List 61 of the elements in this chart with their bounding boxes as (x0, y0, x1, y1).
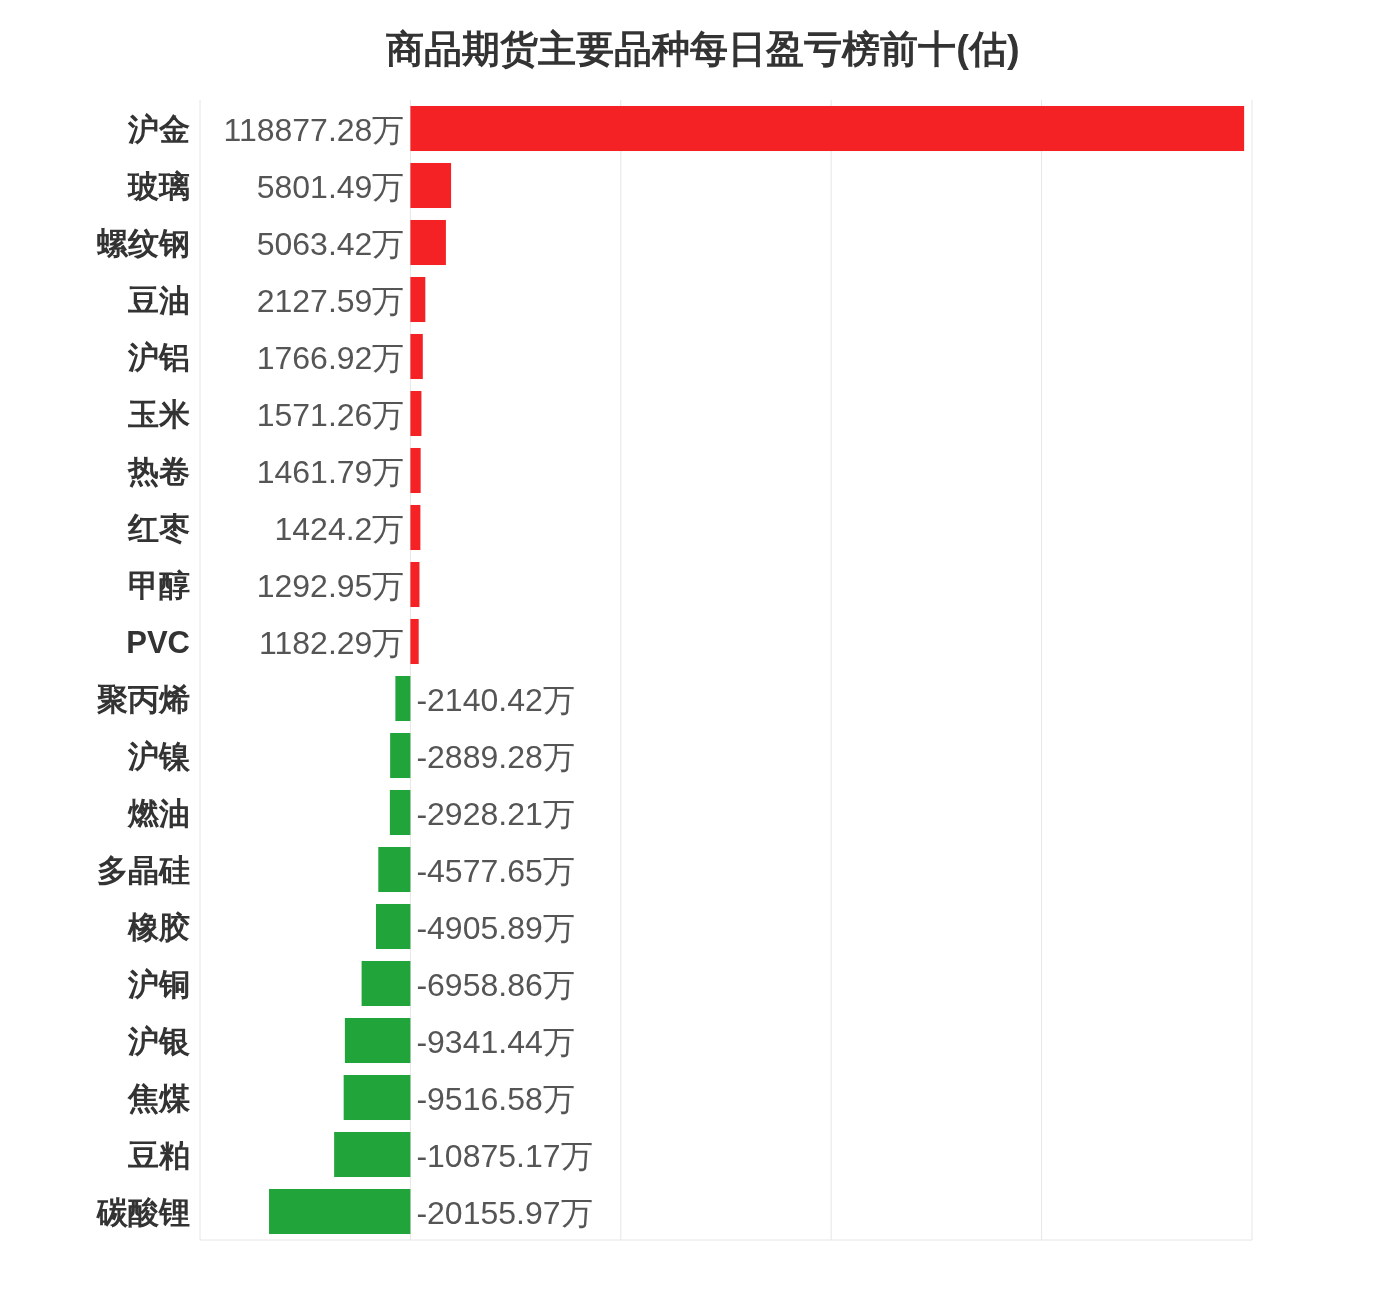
y-tick-label: 豆粕 (127, 1137, 190, 1173)
bar (410, 390, 422, 437)
data-label: 1424.2万 (274, 510, 405, 547)
y-tick-label: 玉米 (127, 396, 190, 432)
y-tick-label: 焦煤 (127, 1080, 190, 1116)
data-label: -2889.28万 (416, 738, 575, 775)
y-tick-label: 沪铝 (127, 339, 190, 375)
bar (410, 162, 452, 209)
bar (375, 903, 411, 950)
bar (410, 276, 426, 323)
y-tick-label: 螺纹钢 (96, 225, 190, 261)
y-tick-label: 沪镍 (127, 738, 191, 774)
bar (343, 1074, 411, 1121)
y-tick-label: 沪金 (127, 111, 190, 147)
data-label: 118877.28万 (223, 111, 405, 148)
y-tick-label: 橡胶 (127, 909, 190, 945)
bar (378, 846, 411, 893)
bar (389, 789, 411, 836)
data-label: -9516.58万 (416, 1080, 575, 1117)
y-tick-label: 碳酸锂 (96, 1194, 190, 1230)
data-label: -4577.65万 (416, 852, 575, 889)
data-label: -9341.44万 (416, 1023, 575, 1060)
y-tick-label: 豆油 (127, 282, 190, 318)
y-tick-label: 玻璃 (127, 168, 190, 204)
bar (410, 447, 421, 494)
data-label: 1766.92万 (256, 339, 405, 376)
data-label: 1182.29万 (259, 624, 405, 661)
y-tick-label: 沪银 (127, 1023, 190, 1059)
data-label: 2127.59万 (256, 282, 405, 319)
data-label: 5063.42万 (256, 225, 405, 262)
bar (410, 561, 420, 608)
data-label: -4905.89万 (416, 909, 575, 946)
y-tick-label: 燃油 (127, 795, 190, 831)
data-label: -2928.21万 (416, 795, 575, 832)
bar (410, 504, 421, 551)
bar (344, 1017, 411, 1064)
data-label: 1571.26万 (256, 396, 405, 433)
data-label: 1461.79万 (256, 453, 405, 490)
bar (334, 1131, 411, 1178)
data-label: 5801.49万 (256, 168, 405, 205)
data-label: 1292.95万 (256, 567, 405, 604)
bar (390, 732, 411, 779)
bar (269, 1188, 411, 1235)
y-tick-label: 甲醇 (128, 567, 190, 603)
bar (410, 105, 1245, 152)
data-label: -6958.86万 (416, 966, 575, 1003)
bar (410, 618, 419, 665)
y-tick-label: 多晶硅 (97, 852, 190, 888)
data-label: -2140.42万 (416, 681, 575, 718)
y-tick-label: 红枣 (127, 510, 190, 546)
chart-title: 商品期货主要品种每日盈亏榜前十(估) (386, 28, 1020, 70)
y-tick-label: 聚丙烯 (96, 681, 190, 717)
data-label: -20155.97万 (416, 1194, 593, 1231)
y-tick-label: 沪铜 (127, 966, 190, 1002)
y-tick-label: 热卷 (127, 453, 190, 489)
data-label: -10875.17万 (416, 1137, 593, 1174)
bar (395, 675, 411, 722)
y-tick-label: PVC (126, 624, 190, 660)
bar (410, 333, 423, 380)
bar (410, 219, 446, 266)
bar (361, 960, 411, 1007)
